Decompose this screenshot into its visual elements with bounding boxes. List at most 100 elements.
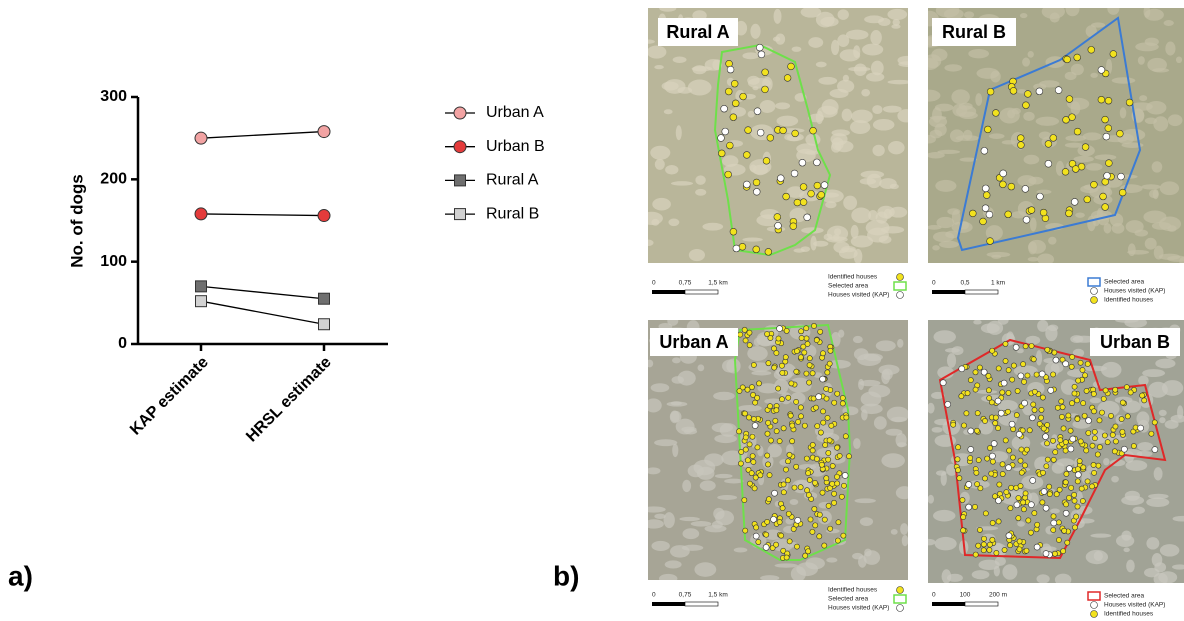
map-texture — [881, 226, 904, 233]
house-dot — [1035, 522, 1040, 527]
y-tick-label: 0 — [118, 335, 127, 352]
house-dot — [767, 134, 774, 141]
map-texture — [676, 125, 682, 140]
house-dot — [800, 199, 807, 206]
house-dot — [765, 453, 770, 458]
map-texture — [754, 338, 761, 346]
house-dot — [794, 464, 799, 469]
house-dot — [798, 414, 803, 419]
map-texture — [975, 93, 982, 106]
house-dot — [773, 418, 778, 423]
house-dot — [739, 243, 746, 250]
map-texture — [751, 371, 771, 376]
map-texture — [667, 402, 688, 407]
house-dot — [993, 415, 998, 420]
map-texture — [652, 198, 671, 211]
map-texture — [1075, 212, 1085, 217]
house-dot — [836, 520, 841, 525]
data-point — [195, 132, 207, 144]
house-dot — [1040, 470, 1045, 475]
house-dot — [968, 455, 973, 460]
house-dot — [1063, 440, 1068, 445]
house-dot — [990, 348, 995, 353]
map-texture — [891, 529, 898, 535]
house-dot — [982, 185, 989, 192]
map-texture — [1048, 237, 1056, 245]
map-texture — [668, 218, 679, 226]
house-dot — [783, 467, 788, 472]
legend-symbol — [897, 292, 904, 299]
house-dot — [753, 188, 760, 195]
map-texture — [864, 549, 872, 557]
house-dot — [945, 401, 951, 407]
house-dot — [818, 329, 823, 334]
house-dot — [830, 463, 835, 468]
house-dot — [1060, 405, 1065, 410]
house-dot — [756, 44, 763, 51]
house-dot — [807, 356, 812, 361]
house-dot — [808, 517, 813, 522]
house-dot — [829, 423, 834, 428]
map-texture — [964, 11, 974, 18]
house-dot — [1149, 431, 1154, 436]
map-texture — [776, 116, 798, 127]
house-dot — [752, 486, 757, 491]
map-texture — [760, 575, 779, 581]
house-dot — [1090, 443, 1095, 448]
house-dot — [1074, 398, 1079, 403]
map-texture — [1177, 405, 1183, 419]
series-line — [201, 132, 324, 139]
house-dot — [1023, 102, 1030, 109]
house-dot — [792, 130, 799, 137]
house-dot — [1043, 551, 1049, 557]
house-dot — [803, 553, 808, 558]
data-point — [196, 281, 207, 292]
map-texture — [734, 548, 748, 553]
map-texture — [712, 423, 733, 433]
house-dot — [1001, 380, 1007, 386]
house-dot — [1084, 196, 1091, 203]
house-dot — [765, 462, 770, 467]
house-dot — [1091, 409, 1096, 414]
map-texture — [1002, 564, 1017, 580]
house-dot — [1024, 91, 1031, 98]
map-texture — [1091, 22, 1105, 27]
y-axis-label: No. of dogs — [67, 174, 86, 267]
house-dot — [1084, 448, 1089, 453]
house-dot — [1068, 428, 1073, 433]
house-dot — [1023, 216, 1030, 223]
house-dot — [1005, 211, 1012, 218]
house-dot — [804, 336, 809, 341]
house-dot — [786, 395, 791, 400]
map-texture — [1121, 530, 1131, 540]
house-dot — [1029, 343, 1034, 348]
house-dot — [804, 456, 809, 461]
house-dot — [1019, 470, 1024, 475]
house-dot — [812, 506, 817, 511]
legend-label: Selected area — [1104, 593, 1144, 600]
map-texture — [882, 369, 893, 380]
scale-bar-dark — [932, 290, 965, 294]
house-dot — [818, 191, 825, 198]
house-dot — [743, 152, 750, 159]
house-dot — [1003, 341, 1008, 346]
map-texture — [775, 563, 798, 567]
house-dot — [1103, 133, 1110, 140]
map-texture — [891, 24, 900, 28]
scale-label: 0 — [932, 592, 936, 599]
house-dot — [844, 415, 849, 420]
series-line — [201, 301, 324, 324]
house-dot — [823, 442, 828, 447]
house-dot — [777, 175, 784, 182]
house-dot — [763, 157, 770, 164]
house-dot — [754, 395, 759, 400]
map-texture — [748, 111, 755, 118]
house-dot — [1023, 491, 1028, 496]
house-dot — [1108, 413, 1113, 418]
map-texture — [714, 434, 737, 443]
map-texture — [978, 560, 999, 570]
map-texture — [644, 519, 664, 528]
map-texture — [1037, 254, 1054, 266]
house-dot — [1074, 128, 1081, 135]
map-texture — [850, 120, 870, 134]
